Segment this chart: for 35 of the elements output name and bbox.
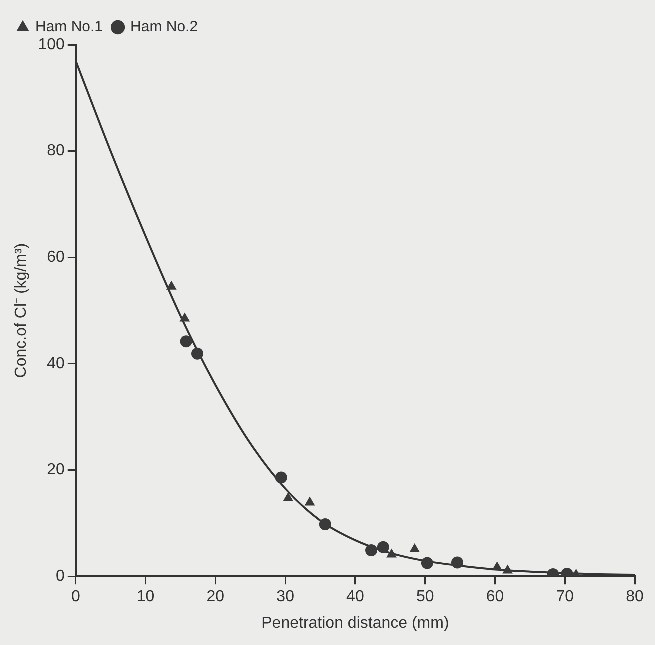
point — [192, 348, 204, 360]
x-tick-label: 40 — [346, 588, 364, 606]
x-axis-title: Penetration distance (mm) — [262, 614, 450, 632]
y-tick-label: 60 — [47, 249, 65, 266]
point — [319, 518, 332, 531]
point — [180, 336, 192, 348]
point — [421, 557, 434, 570]
y-tick-label: 80 — [47, 142, 65, 160]
point — [166, 280, 177, 290]
point — [410, 543, 420, 552]
x-tick-label: 50 — [416, 588, 434, 606]
point — [377, 541, 390, 554]
point — [275, 472, 288, 484]
point — [502, 564, 513, 574]
point — [283, 492, 294, 502]
y-tick-label: 40 — [47, 355, 65, 372]
point — [304, 496, 316, 506]
x-tick-label: 80 — [626, 588, 644, 606]
legend-label: Ham No.2 — [130, 18, 198, 36]
legend-label: Ham No.1 — [36, 18, 104, 36]
y-tick-label: 20 — [47, 462, 65, 479]
x-tick-label: 0 — [71, 588, 80, 606]
point — [451, 556, 464, 569]
point — [492, 562, 503, 571]
point — [366, 544, 378, 557]
y-tick-label: 0 — [56, 568, 65, 586]
x-tick-label: 10 — [136, 588, 155, 606]
x-tick-label: 60 — [486, 588, 504, 606]
x-tick-label: 70 — [556, 588, 574, 606]
x-tick-label: 20 — [206, 588, 225, 606]
y-tick-label: 100 — [38, 36, 65, 54]
point — [180, 312, 190, 322]
x-tick-label: 30 — [276, 588, 295, 606]
point — [386, 548, 397, 558]
y-axis-title: Conc.of Cl⁻ (kg/m³) — [13, 243, 30, 378]
